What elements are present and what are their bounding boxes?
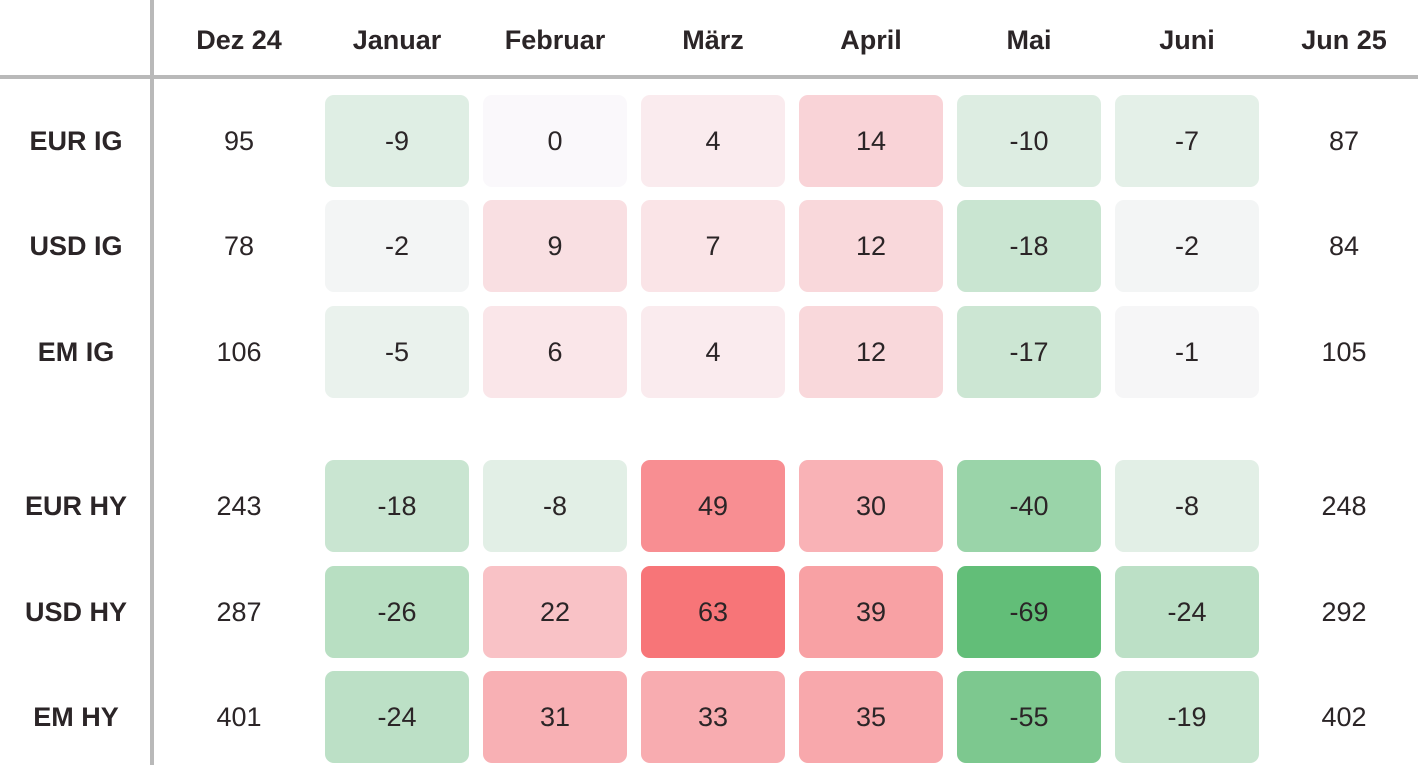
column-header: April (840, 25, 902, 55)
column-header: Juni (1159, 25, 1215, 55)
end-value: 292 (1321, 597, 1367, 627)
column-header: Januar (352, 25, 442, 55)
row-label: USD IG (29, 231, 123, 261)
end-value: 248 (1321, 491, 1367, 521)
change-cell: 4 (641, 95, 785, 187)
change-cell: 12 (799, 200, 943, 292)
change-cell: -40 (957, 460, 1101, 552)
start-value: 106 (216, 337, 262, 367)
change-cell: 0 (483, 95, 627, 187)
row-label: EM HY (33, 702, 119, 732)
change-cell: -24 (325, 671, 469, 763)
start-value: 287 (216, 597, 262, 627)
change-cell: 49 (641, 460, 785, 552)
change-cell: 9 (483, 200, 627, 292)
end-value: 84 (1328, 231, 1360, 261)
change-cell: -69 (957, 566, 1101, 658)
change-cell: 7 (641, 200, 785, 292)
header-column-divider (150, 0, 154, 765)
change-cell: -55 (957, 671, 1101, 763)
start-value: 95 (223, 126, 255, 156)
change-cell: -5 (325, 306, 469, 398)
column-header: März (682, 25, 744, 55)
change-cell: 33 (641, 671, 785, 763)
start-value: 243 (216, 491, 262, 521)
change-cell: -8 (1115, 460, 1259, 552)
change-cell: 35 (799, 671, 943, 763)
change-cell: -19 (1115, 671, 1259, 763)
change-cell: -2 (1115, 200, 1259, 292)
change-cell: 30 (799, 460, 943, 552)
change-cell: -1 (1115, 306, 1259, 398)
row-label: EM IG (37, 337, 115, 367)
change-cell: -10 (957, 95, 1101, 187)
column-header: Dez 24 (196, 25, 282, 55)
change-cell: 4 (641, 306, 785, 398)
change-cell: -26 (325, 566, 469, 658)
change-cell: -8 (483, 460, 627, 552)
change-cell: -18 (325, 460, 469, 552)
row-label: USD HY (24, 597, 127, 627)
start-value: 401 (216, 702, 262, 732)
change-cell: 39 (799, 566, 943, 658)
change-cell: -9 (325, 95, 469, 187)
change-cell: -7 (1115, 95, 1259, 187)
column-header: Februar (504, 25, 606, 55)
end-value: 105 (1321, 337, 1367, 367)
change-cell: -18 (957, 200, 1101, 292)
change-cell: 63 (641, 566, 785, 658)
row-label: EUR IG (29, 126, 123, 156)
change-cell: 14 (799, 95, 943, 187)
end-value: 402 (1321, 702, 1367, 732)
change-cell: -17 (957, 306, 1101, 398)
change-cell: 31 (483, 671, 627, 763)
row-label: EUR HY (24, 491, 127, 521)
change-cell: -24 (1115, 566, 1259, 658)
end-value: 87 (1328, 126, 1360, 156)
column-header: Jun 25 (1301, 25, 1387, 55)
change-cell: 6 (483, 306, 627, 398)
change-cell: 22 (483, 566, 627, 658)
change-cell: -2 (325, 200, 469, 292)
start-value: 78 (223, 231, 255, 261)
column-header: Mai (1006, 25, 1052, 55)
header-row-divider (0, 75, 1418, 79)
change-cell: 12 (799, 306, 943, 398)
